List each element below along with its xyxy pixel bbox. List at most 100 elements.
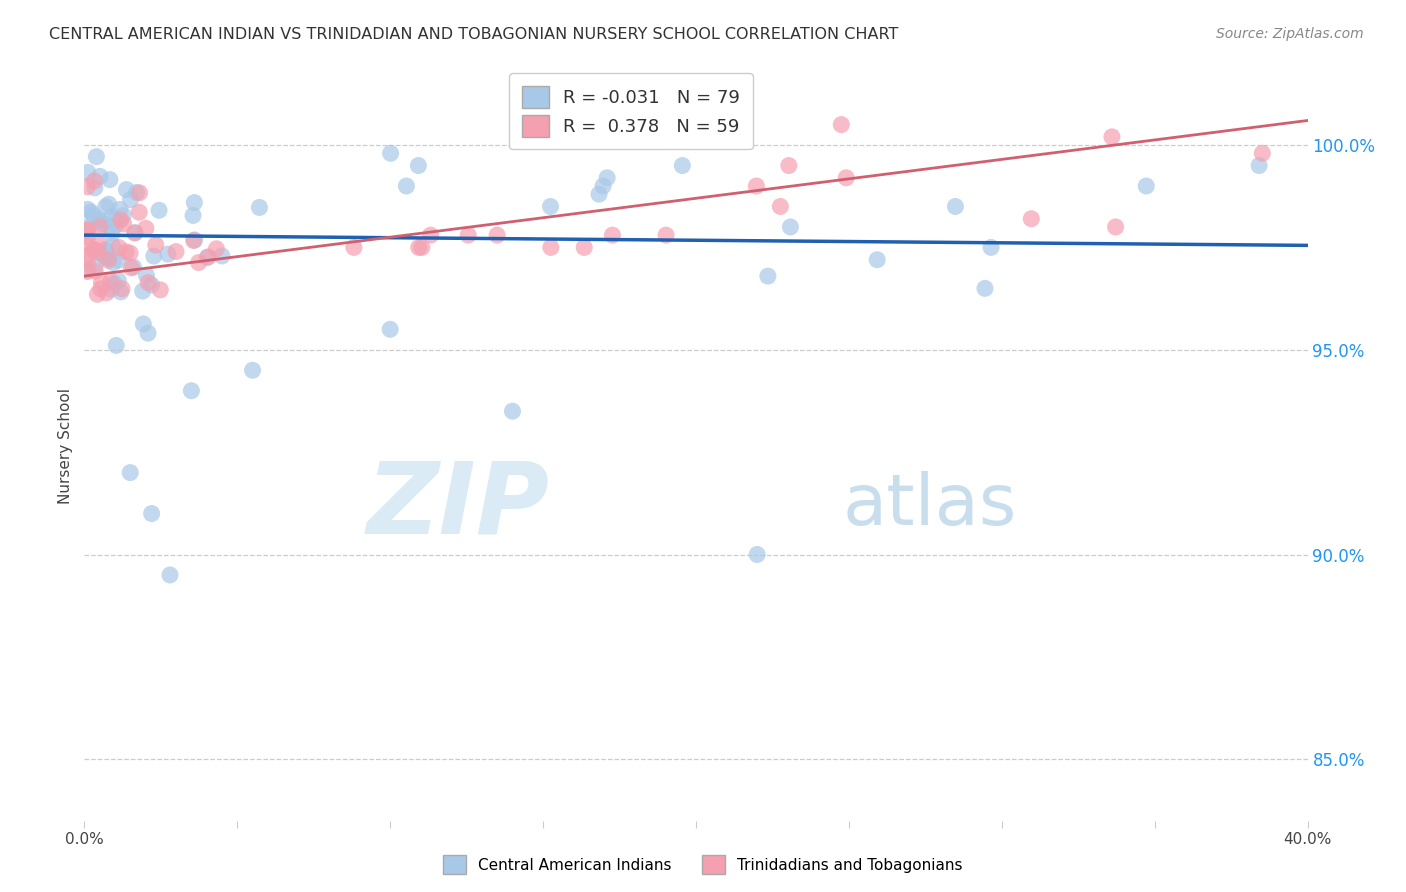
Text: CENTRAL AMERICAN INDIAN VS TRINIDADIAN AND TOBAGONIAN NURSERY SCHOOL CORRELATION: CENTRAL AMERICAN INDIAN VS TRINIDADIAN A… — [49, 27, 898, 42]
Point — [1019, 211, 1042, 226]
Point — [90, 276, 112, 290]
Point — [90, 217, 112, 231]
Point — [574, 240, 596, 254]
Point — [1251, 146, 1274, 161]
Point — [135, 221, 157, 235]
Point — [76, 255, 98, 269]
Point — [87, 245, 110, 260]
Point — [82, 208, 104, 222]
Point — [1104, 219, 1126, 234]
Point — [778, 159, 800, 173]
Point — [745, 179, 768, 194]
Point — [101, 210, 124, 224]
Point — [76, 248, 98, 262]
Point — [128, 205, 150, 219]
Legend: R = -0.031   N = 79, R =  0.378   N = 59: R = -0.031 N = 79, R = 0.378 N = 59 — [509, 73, 754, 150]
Point — [120, 260, 142, 275]
Point — [97, 253, 120, 268]
Point — [101, 227, 124, 241]
Point — [132, 317, 155, 331]
Point — [165, 244, 187, 259]
Point — [97, 252, 120, 266]
Point — [980, 240, 1002, 254]
Point — [142, 249, 165, 263]
Point — [502, 404, 524, 418]
Point — [211, 249, 233, 263]
Y-axis label: Nursery School: Nursery School — [58, 388, 73, 504]
Point — [122, 260, 145, 274]
Legend: Central American Indians, Trinidadians and Tobagonians: Central American Indians, Trinidadians a… — [437, 849, 969, 880]
Point — [115, 183, 138, 197]
Point — [98, 172, 121, 186]
Point — [145, 238, 167, 252]
Point — [395, 179, 418, 194]
Point — [408, 240, 430, 254]
Point — [242, 363, 264, 377]
Point — [486, 228, 509, 243]
Point — [93, 249, 115, 263]
Point — [183, 234, 205, 248]
Point — [76, 179, 98, 194]
Point — [76, 264, 98, 278]
Point — [76, 230, 98, 244]
Point — [1249, 159, 1271, 173]
Point — [111, 282, 134, 296]
Point — [97, 197, 120, 211]
Point — [197, 250, 219, 264]
Point — [183, 233, 205, 247]
Point — [86, 287, 108, 301]
Point — [596, 170, 619, 185]
Point — [83, 181, 105, 195]
Point — [87, 236, 110, 251]
Point — [96, 244, 118, 258]
Point — [588, 187, 610, 202]
Point — [135, 268, 157, 283]
Point — [835, 170, 858, 185]
Text: Source: ZipAtlas.com: Source: ZipAtlas.com — [1216, 27, 1364, 41]
Point — [592, 179, 614, 194]
Point — [411, 240, 433, 254]
Point — [125, 186, 148, 200]
Point — [107, 273, 129, 287]
Point — [89, 212, 111, 227]
Point — [94, 250, 117, 264]
Point — [76, 222, 98, 236]
Point — [180, 384, 202, 398]
Point — [830, 118, 852, 132]
Point — [380, 322, 402, 336]
Point — [141, 277, 163, 292]
Point — [866, 252, 889, 267]
Point — [87, 213, 110, 227]
Point — [76, 239, 98, 253]
Point — [141, 507, 163, 521]
Point — [96, 285, 118, 300]
Point — [149, 283, 172, 297]
Point — [83, 174, 105, 188]
Point — [110, 212, 132, 227]
Point — [112, 209, 135, 223]
Point — [540, 240, 562, 254]
Point — [100, 275, 122, 289]
Point — [136, 326, 159, 340]
Point — [82, 243, 104, 257]
Point — [100, 282, 122, 296]
Point — [655, 228, 678, 243]
Point — [76, 202, 98, 217]
Point — [89, 169, 111, 184]
Point — [747, 548, 769, 562]
Text: atlas: atlas — [842, 472, 1017, 541]
Point — [94, 243, 117, 257]
Point — [131, 284, 153, 298]
Point — [602, 228, 624, 243]
Point — [103, 255, 125, 269]
Point — [77, 263, 100, 277]
Point — [205, 242, 228, 256]
Point — [104, 212, 127, 227]
Point — [128, 186, 150, 200]
Point — [83, 243, 105, 257]
Text: ZIP: ZIP — [366, 458, 550, 555]
Point — [76, 219, 98, 234]
Point — [1135, 179, 1157, 194]
Point — [181, 209, 204, 223]
Point — [94, 200, 117, 214]
